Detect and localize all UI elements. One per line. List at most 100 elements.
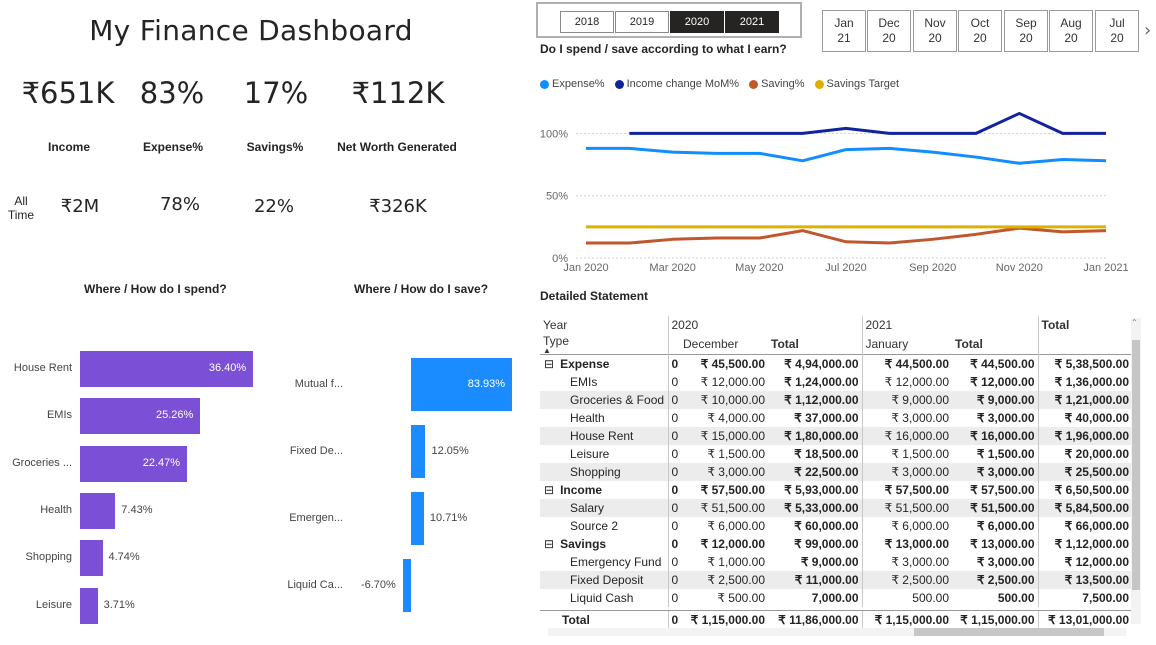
cell-value: ₹ 44,500.00 (970, 356, 1035, 371)
row-label: ⊟ Savings (540, 535, 668, 553)
type-header[interactable]: Type ▲ (540, 334, 668, 355)
bar[interactable] (80, 398, 200, 435)
cell-value: 0 (667, 372, 680, 391)
save-bar-chart: Mutual f... 83.93% Fixed De... 12.05% Emerge… (280, 340, 530, 630)
cell-value: ₹ 6,000.00 (707, 518, 765, 533)
cell-value: ₹ 12,000.00 (970, 374, 1035, 389)
cell-value: ₹ 3,000.00 (861, 408, 952, 427)
cell-value: ₹ 1,500.00 (707, 446, 765, 461)
line-chart: 0% 50% 100% Jan 2020 Mar 2020 May 2020 Jul 202… (540, 111, 1129, 274)
bar[interactable] (80, 540, 103, 577)
row-label-text: Income (560, 482, 603, 497)
month-oct20-button[interactable]: Oct 20 (958, 10, 1002, 52)
table-row: Salary 0 ₹ 51,500.00 ₹ 5,33,000.00 ₹ 51,500.… (540, 498, 1133, 517)
scroll-thumb[interactable] (914, 628, 1104, 636)
bar[interactable] (80, 587, 98, 624)
month-nov20-button[interactable]: Nov 20 (913, 10, 957, 52)
month-jul20-button[interactable]: Jul 20 (1095, 10, 1139, 52)
series-line-expense-[interactable] (586, 146, 1107, 165)
year-2018-button[interactable]: 2018 (560, 11, 614, 33)
cell-value: 7,500.00 (1037, 588, 1133, 607)
cell-value: ₹ 3,000.00 (680, 462, 768, 481)
collapse-minus-icon[interactable]: ⊟ (544, 356, 555, 371)
bar[interactable] (80, 445, 187, 482)
bar-category-label: Shopping (25, 551, 73, 564)
cell-value: ₹ 6,000.00 (861, 516, 952, 535)
line-chart-title: Do I spend / save according to what I ea… (540, 42, 787, 56)
cell-value: ₹ 40,000.00 (1037, 408, 1133, 427)
cell-value: ₹ 4,94,000.00 (784, 356, 859, 371)
group-row: ⊟ Savings 0 ₹ 12,000.00 ₹ 99,000.00 ₹ 13,000.… (540, 534, 1133, 553)
kpi-expense-label: Expense% (142, 140, 204, 154)
cell-value: ₹ 1,80,000.00 (768, 426, 862, 445)
bar-category-label: Emergen... (289, 511, 343, 524)
year-2021-button[interactable]: 2021 (725, 11, 779, 33)
bar-value-label: 7.43% (121, 503, 153, 516)
spend-chart-title: Where / How do I spend? (84, 282, 227, 296)
month-dec20-button[interactable]: Dec 20 (867, 10, 911, 52)
cell-value: ₹ 16,000.00 (952, 426, 1039, 445)
cell-value: 500.00 (997, 590, 1035, 605)
cell-value: ₹ 25,500.00 (1037, 462, 1133, 481)
cell-value: ₹ 99,000.00 (794, 536, 859, 551)
scroll-up-icon[interactable]: ⌃ (1131, 318, 1138, 327)
collapse-minus-icon[interactable]: ⊟ (544, 482, 555, 497)
bar[interactable] (411, 425, 426, 478)
bar-value-label: -6.70% (360, 578, 396, 591)
x-tick-label: Jan 2021 (1083, 262, 1128, 274)
cell-value: 0 (667, 354, 680, 373)
cell-value: ₹ 3,000.00 (861, 462, 952, 481)
table-row: Liquid Cash 0 ₹ 500.00 7,000.00 500.00 500.00… (540, 588, 1133, 607)
series-line-income-change-mom-[interactable] (629, 111, 1106, 135)
table-row: Leisure 0 ₹ 1,500.00 ₹ 18,500.00 ₹ 1,500.00 ₹… (540, 444, 1133, 463)
cell-value: 0 (667, 516, 680, 535)
month-jan21-button[interactable]: Jan 21 (822, 10, 866, 52)
row-label-text: House Rent (570, 428, 634, 443)
row-label-text: Source 2 (570, 518, 619, 533)
group-row: ⊟ Expense 0 ₹ 45,500.00 ₹ 4,94,000.00 ₹ 44,50… (540, 354, 1133, 373)
statement-matrix: Year 2020 2021 Total Type ▲ December Tota… (540, 316, 1141, 629)
bar-category-label: Mutual f... (294, 377, 343, 390)
cell-value: 7,000.00 (811, 590, 859, 605)
bar[interactable] (80, 492, 116, 529)
month-sep20-button[interactable]: Sep 20 (1004, 10, 1048, 52)
cell-value: ₹ 10,000.00 (680, 390, 768, 409)
legend-item-expense[interactable]: Expense% (540, 78, 605, 90)
legend-item-savings-target[interactable]: Savings Target (814, 78, 899, 90)
cell-value: ₹ 5,93,000.00 (784, 482, 859, 497)
series-line-saving-[interactable] (586, 226, 1107, 245)
year-2020-button[interactable]: 2020 (670, 11, 724, 33)
legend-item-income-change[interactable]: Income change MoM% (614, 78, 739, 90)
cell-value: ₹ 44,500.00 (861, 354, 952, 373)
row-label: Health (540, 409, 668, 427)
cell-value: ₹ 3,000.00 (976, 410, 1035, 425)
bar[interactable] (402, 559, 411, 612)
bar[interactable] (411, 492, 424, 545)
matrix-vertical-scrollbar[interactable] (1131, 318, 1141, 624)
year-2019-button[interactable]: 2019 (615, 11, 669, 33)
cell-value: 0 (667, 390, 680, 409)
row-label-text: Groceries & Food (570, 392, 665, 407)
cell-value: 0 (667, 408, 680, 427)
cell-value: ₹ 3,000.00 (861, 552, 952, 571)
x-tick-label: Jan 2020 (563, 262, 608, 274)
legend-dot-icon (540, 79, 549, 89)
bar[interactable] (411, 358, 512, 411)
month-aug20-button[interactable]: Aug 20 (1049, 10, 1093, 52)
cell-value: ₹ 12,000.00 (1037, 552, 1133, 571)
cell-value: ₹ 57,500.00 (861, 480, 952, 499)
chevron-right-icon[interactable]: › (1144, 20, 1152, 41)
scroll-thumb[interactable] (1132, 340, 1140, 590)
kpi-savings-value: 17% (243, 76, 309, 110)
month-slicer: Jan 21 Dec 20 Nov 20 Oct 20 Sep 20 Aug 20 Jul 2… (822, 0, 1142, 56)
bar[interactable] (80, 351, 253, 387)
january-header: January (861, 334, 952, 355)
year-header: Year (543, 318, 568, 332)
sort-ascending-icon: ▲ (543, 346, 551, 355)
table-row: Source 2 0 ₹ 6,000.00 ₹ 60,000.00 ₹ 6,000.00… (540, 516, 1133, 535)
collapse-minus-icon[interactable]: ⊟ (544, 536, 555, 551)
cell-value: ₹ 2,500.00 (952, 570, 1039, 589)
matrix-horizontal-scrollbar[interactable] (548, 628, 1126, 636)
legend-item-saving[interactable]: Saving% (749, 78, 805, 90)
cell-value: ₹ 6,000.00 (976, 518, 1035, 533)
